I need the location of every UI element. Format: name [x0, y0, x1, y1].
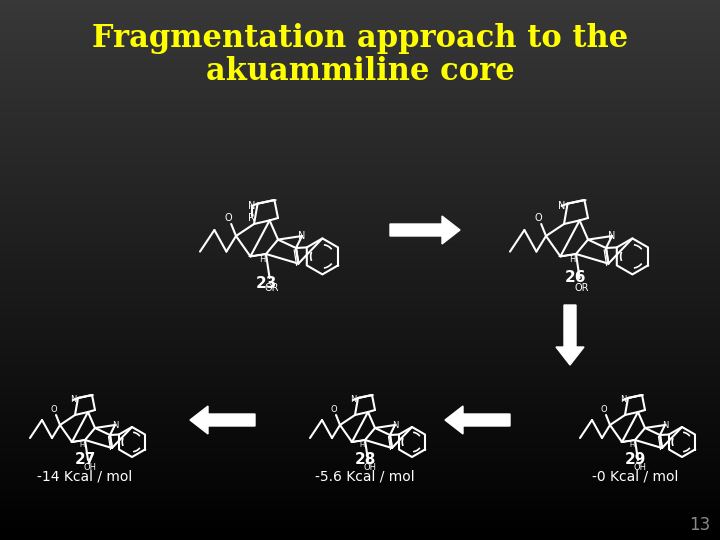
Text: 23: 23: [256, 276, 276, 292]
Text: 29: 29: [624, 453, 646, 468]
Text: N: N: [298, 231, 306, 241]
Text: N: N: [608, 231, 616, 241]
Text: R: R: [248, 213, 255, 223]
Text: 27: 27: [74, 453, 96, 468]
Text: O: O: [225, 213, 233, 223]
Text: O: O: [600, 406, 607, 415]
Text: O: O: [330, 406, 337, 415]
Text: N: N: [558, 201, 565, 211]
Text: N: N: [392, 421, 398, 429]
Text: H: H: [570, 255, 575, 265]
Text: N: N: [350, 395, 356, 404]
Text: OH: OH: [84, 463, 96, 472]
Polygon shape: [390, 216, 460, 244]
Text: H: H: [79, 442, 85, 448]
Text: -0 Kcal / mol: -0 Kcal / mol: [592, 469, 678, 483]
Text: Fragmentation approach to the: Fragmentation approach to the: [92, 23, 628, 53]
Text: 28: 28: [354, 453, 376, 468]
Text: akuammiline core: akuammiline core: [206, 57, 514, 87]
Text: 26: 26: [565, 271, 587, 286]
Text: H: H: [359, 442, 364, 448]
Text: H: H: [259, 255, 266, 265]
Text: 13: 13: [689, 516, 711, 534]
Text: H: H: [629, 442, 634, 448]
Text: OH: OH: [364, 463, 377, 472]
Text: N: N: [620, 395, 626, 404]
Text: OH: OH: [634, 463, 647, 472]
Text: O: O: [535, 213, 543, 223]
Text: N: N: [662, 421, 668, 429]
Polygon shape: [445, 406, 510, 434]
Polygon shape: [556, 305, 584, 365]
Text: OR: OR: [265, 282, 279, 293]
Text: -14 Kcal / mol: -14 Kcal / mol: [37, 469, 132, 483]
Text: -5.6 Kcal / mol: -5.6 Kcal / mol: [315, 469, 415, 483]
Text: N: N: [112, 421, 118, 429]
Text: OR: OR: [575, 282, 589, 293]
Polygon shape: [190, 406, 255, 434]
Text: O: O: [50, 406, 58, 415]
Text: N: N: [248, 201, 256, 211]
Text: N: N: [70, 395, 76, 404]
